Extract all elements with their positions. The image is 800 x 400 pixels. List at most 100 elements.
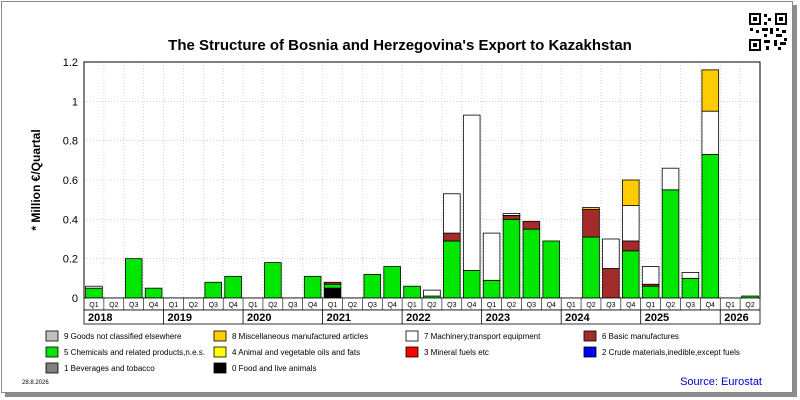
x-tick-label: Q1 [566, 302, 575, 309]
x-tick-label: Q4 [467, 302, 476, 309]
legend-label: 3 Mineral fuels etc [424, 348, 489, 357]
year-label: 2026 [724, 312, 748, 324]
x-axis: Q1 Q2 Q3 Q4 Q1 Q2 Q3 Q4 Q1 Q2 Q3 Q4 Q1 Q2 Q3 Q4 Q1 Q2 Q3 Q4… [83, 297, 761, 325]
x-tick-label: Q3 [447, 302, 456, 309]
bar-segment [681, 272, 700, 279]
bar-segment [502, 214, 521, 220]
x-tick-label: Q2 [507, 302, 516, 309]
bar-segment [443, 193, 461, 234]
legend-swatch [213, 362, 227, 374]
qr-code-icon [748, 12, 788, 52]
x-tick-label: Q3 [288, 302, 297, 309]
y-tick-label: 0.6 [63, 175, 78, 187]
bar-segment [204, 281, 222, 299]
bar-segment [661, 167, 680, 191]
bars [85, 69, 759, 299]
legend-label: 7 Machinery,transport equipment [424, 332, 541, 341]
legend-label: 6 Basic manufactures [602, 332, 679, 341]
legend-label: 0 Food and live animals [232, 364, 317, 373]
bar-segment [641, 285, 660, 299]
bar-segment [85, 285, 103, 289]
bar-segment [303, 275, 322, 299]
y-tick-label: 0.2 [63, 254, 78, 266]
bar-segment [383, 266, 401, 299]
bar-segment [641, 266, 660, 285]
year-label: 2020 [247, 312, 271, 324]
bar-segment [701, 110, 720, 155]
legend-label: 8 Miscellaneous manufactured articles [232, 332, 368, 341]
legend-swatch [583, 346, 597, 358]
bar-segment [462, 114, 481, 271]
x-tick-label: Q4 [388, 302, 397, 309]
year-label: 2021 [327, 312, 351, 324]
legend-item: 9 Goods not classified elsewhere [45, 330, 182, 342]
legend-swatch [45, 330, 59, 342]
legend-item: 6 Basic manufactures [583, 330, 679, 342]
y-axis-label: * Million €/Quartal [29, 129, 43, 230]
bar-segment [681, 277, 700, 299]
bar-segment [522, 228, 541, 299]
x-tick-label: Q1 [328, 302, 337, 309]
bar-segment [582, 207, 600, 210]
y-tick-label: 1 [72, 96, 78, 108]
legend-swatch [213, 346, 227, 358]
chart-frame: The Structure of Bosnia and Herzegovina'… [1, 1, 793, 393]
bar-segment [582, 209, 600, 238]
legend-swatch [45, 346, 59, 358]
x-tick-label: Q4 [706, 302, 715, 309]
year-label: 2019 [168, 312, 192, 324]
bar-segment [323, 281, 342, 285]
bar-segment [124, 258, 143, 299]
bar-segment [85, 287, 103, 299]
bar-segment [443, 232, 461, 242]
bar-segment [363, 273, 382, 299]
bar-segment [622, 240, 640, 252]
legend-label: 9 Goods not classified elsewhere [64, 332, 182, 341]
x-tick-label: Q2 [586, 302, 595, 309]
source-label: Source: Eurostat [680, 376, 762, 388]
bar-segment [224, 275, 242, 299]
bar-segment [661, 189, 680, 299]
legend-item: 0 Food and live animals [213, 362, 317, 374]
legend-label: 5 Chemicals and related products,n.e.s. [64, 348, 205, 357]
year-row [83, 309, 761, 325]
bar-segment [522, 220, 541, 230]
y-tick-label: 0 [72, 293, 78, 305]
year-label: 2023 [486, 312, 510, 324]
grid-lines [83, 61, 761, 299]
x-tick-label: Q1 [487, 302, 496, 309]
x-tick-label: Q3 [686, 302, 695, 309]
legend-swatch [45, 362, 59, 374]
bar-segment [323, 287, 342, 299]
bar-segment [542, 240, 560, 299]
x-tick-label: Q1 [89, 302, 98, 309]
x-tick-label: Q3 [209, 302, 218, 309]
bar-segment [144, 287, 163, 299]
year-label: 2022 [406, 312, 430, 324]
legend-item: 2 Crude materials,inedible,except fuels [583, 346, 740, 358]
legend: 9 Goods not classified elsewhere 8 Miscel… [45, 330, 740, 374]
bar-segment [323, 283, 342, 289]
bar-segment [403, 285, 421, 299]
x-tick-label: Q3 [606, 302, 615, 309]
legend-item: 4 Animal and vegetable oils and fats [213, 346, 360, 358]
x-tick-label: Q1 [407, 302, 416, 309]
bar-segment [602, 268, 620, 299]
x-tick-label: Q2 [268, 302, 277, 309]
legend-item: 7 Machinery,transport equipment [405, 330, 541, 342]
x-tick-label: Q4 [228, 302, 237, 309]
x-tick-label: Q2 [189, 302, 198, 309]
x-tick-label: Q1 [248, 302, 257, 309]
y-tick-label: 1.2 [63, 57, 78, 69]
legend-label: 2 Crude materials,inedible,except fuels [602, 348, 740, 357]
chart-title: The Structure of Bosnia and Herzegovina'… [168, 37, 632, 54]
bar-segment [502, 213, 521, 216]
legend-swatch [583, 330, 597, 342]
x-tick-label: Q4 [547, 302, 556, 309]
x-tick-label: Q3 [368, 302, 377, 309]
legend-item: 3 Mineral fuels etc [405, 346, 489, 358]
year-label: 2024 [565, 312, 590, 324]
y-axis-ticks: 0 0.2 0.4 0.6 0.8 1 1.2 [63, 57, 78, 305]
year-label: 2018 [88, 312, 112, 324]
y-tick-label: 0.8 [63, 136, 78, 148]
